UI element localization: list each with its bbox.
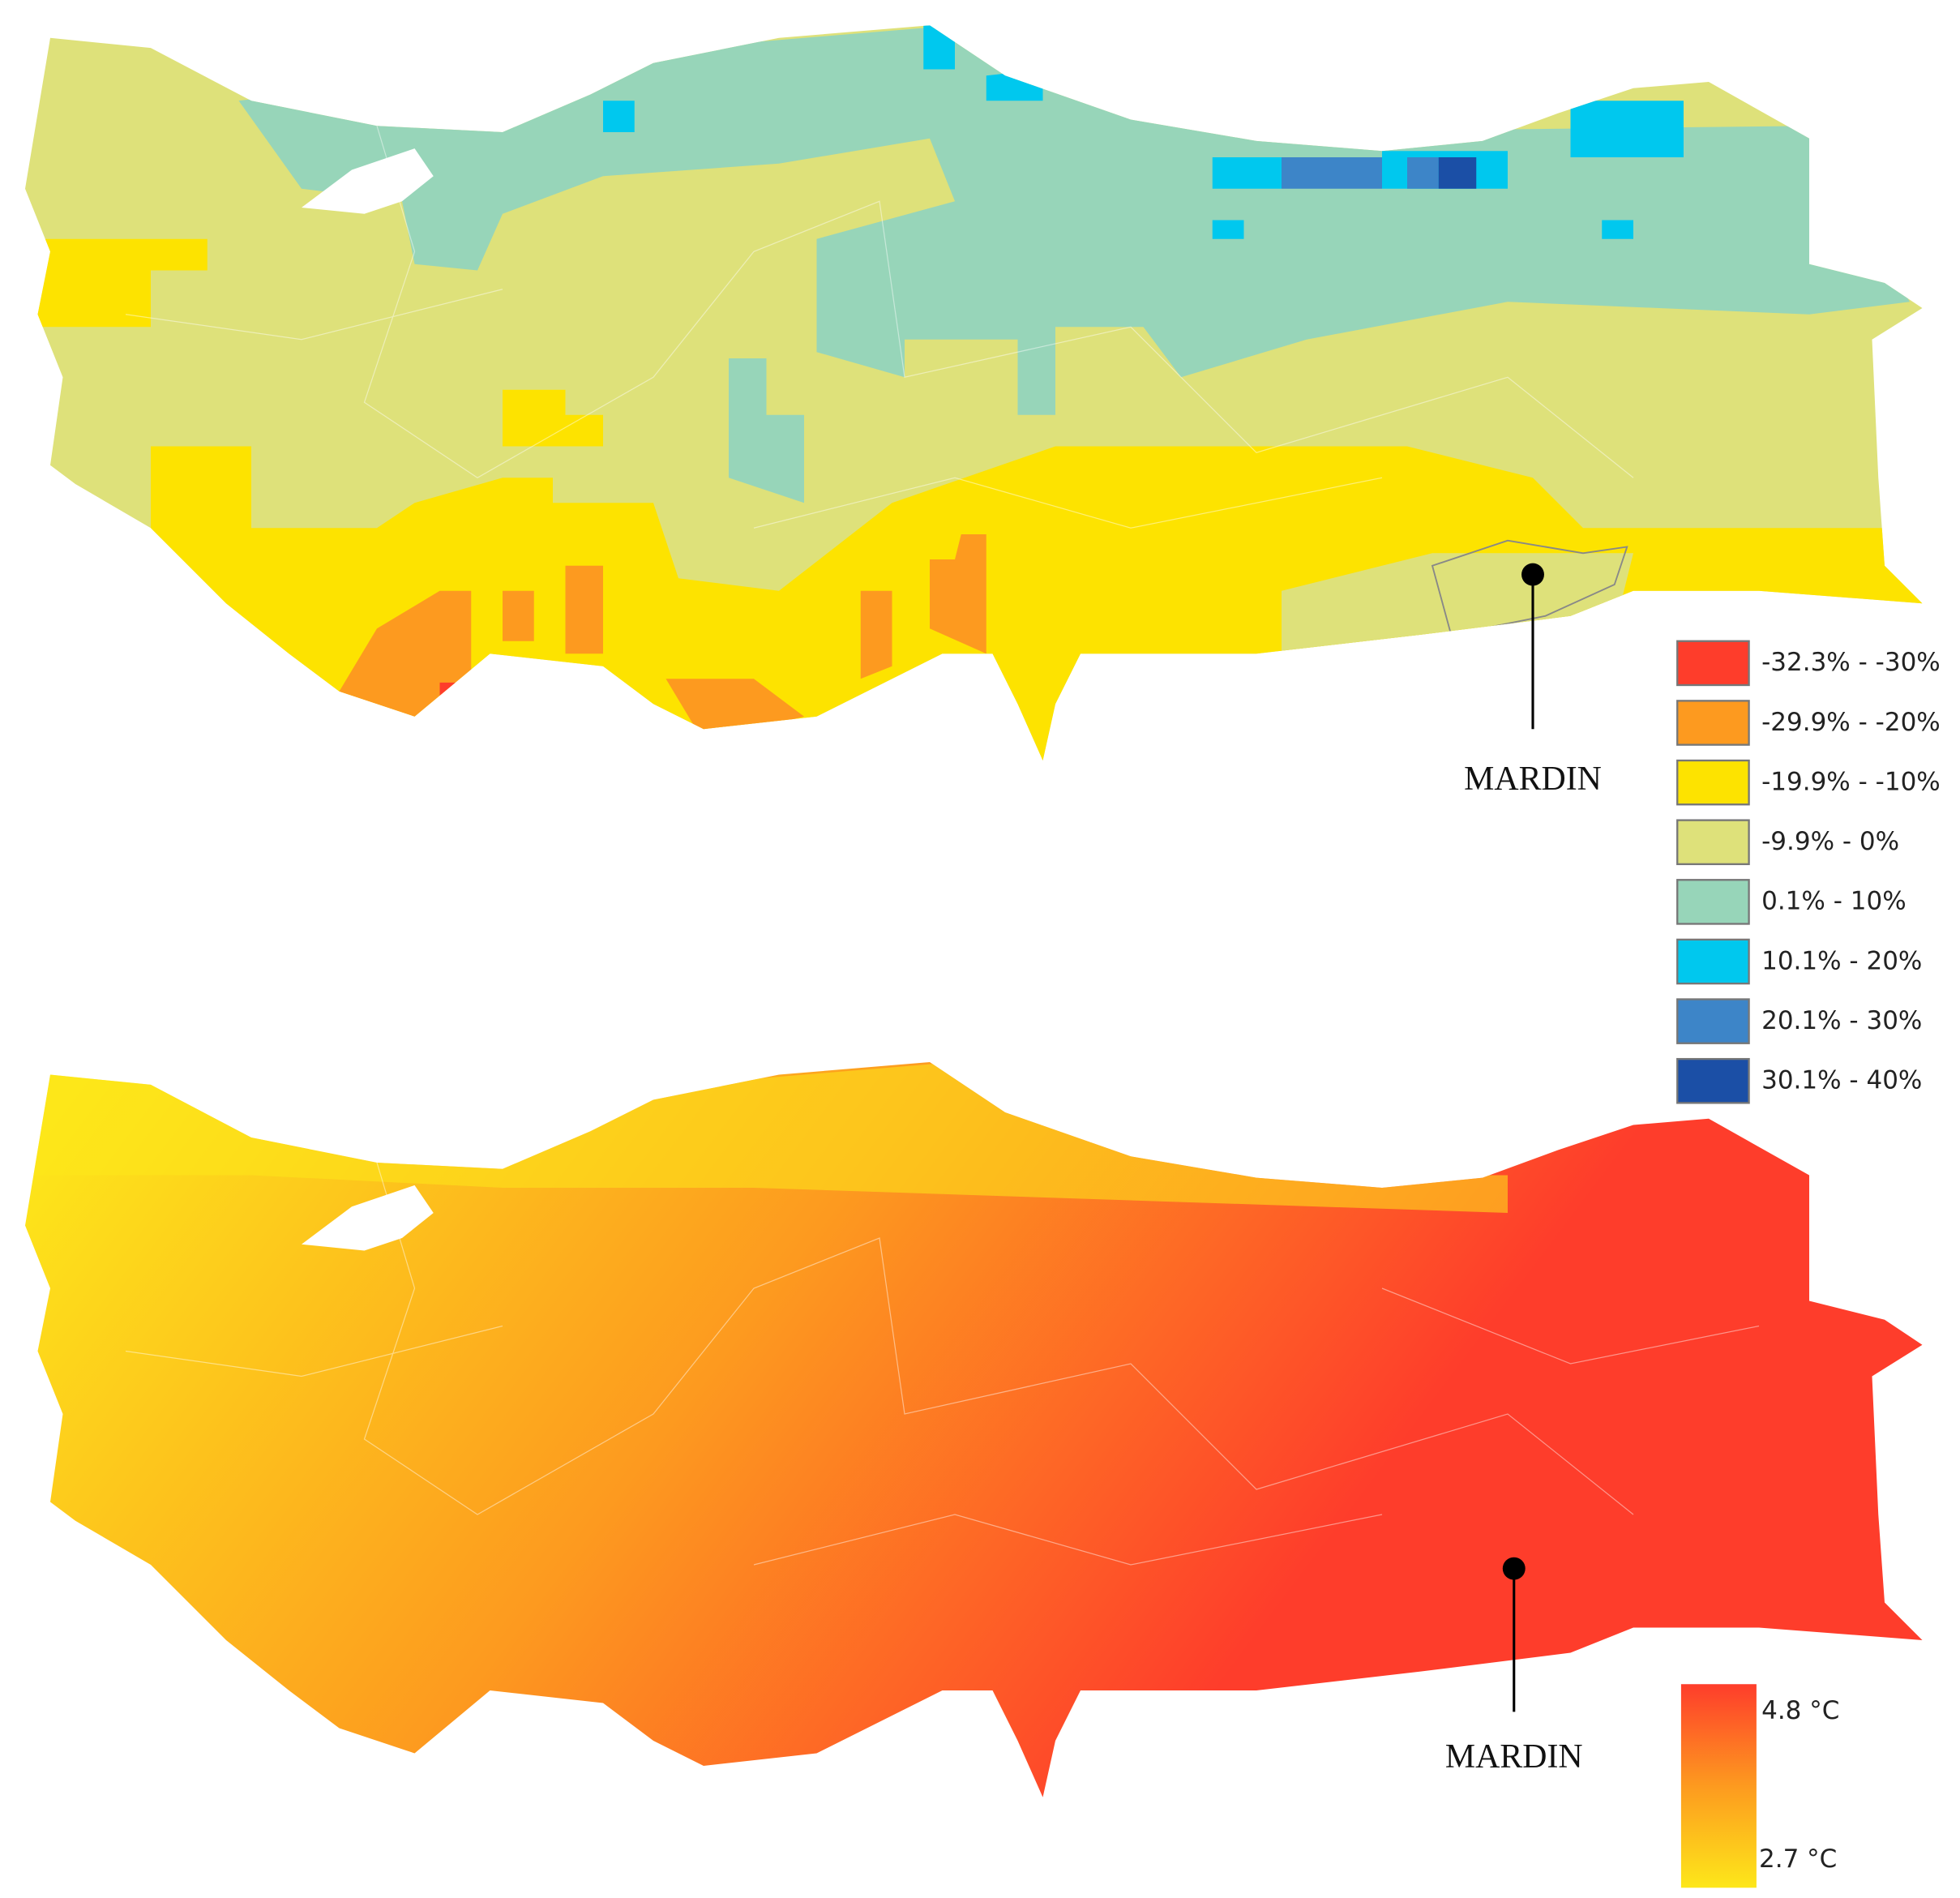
legend-swatch [1676,938,1750,985]
region [37,238,208,328]
legend-label: -29.9% - -20% [1761,708,1941,737]
marker-dot [1521,563,1544,586]
legend-swatch [1676,879,1750,925]
region [1438,157,1477,189]
region [339,590,472,730]
color-bar [1680,1684,1757,1888]
legend-swatch [1676,1057,1750,1104]
scale-low-label: 2.7 °C [1759,1844,1837,1874]
legend-label: -9.9% - 0% [1761,827,1899,856]
legend-swatch [1676,640,1750,687]
legend-label: 0.1% - 10% [1761,887,1907,916]
region [729,358,804,503]
province-borders [125,126,1634,529]
marker-dot [1502,1557,1526,1580]
marker-label: MARDIN [1464,760,1602,798]
region [1282,157,1439,189]
region [439,682,472,714]
marker-label: MARDIN [1445,1738,1583,1776]
legend-swatch [1676,700,1750,746]
color-scale: 4.8 °C 2.7 °C [1680,1684,1839,1888]
region [503,389,603,447]
legend-label: 20.1% - 30% [1761,1006,1922,1035]
precipitation-map [25,25,1923,760]
legend-swatch [1676,759,1750,806]
legend: -32.3% - -30% -29.9% - -20% -19.9% - -10% -… [1676,640,1941,1104]
region [238,25,1910,415]
scale-high-label: 4.8 °C [1761,1696,1839,1725]
marker-bottom: MARDIN [1445,1557,1583,1776]
legend-swatch [1676,998,1750,1044]
marker-top: MARDIN [1464,563,1602,798]
legend-label: 30.1% - 40% [1761,1066,1922,1095]
temperature-map [25,1062,1923,1797]
legend-swatch [1676,819,1750,866]
legend-label: -32.3% - -30% [1761,648,1941,677]
legend-label: -19.9% - -10% [1761,767,1941,796]
province-borders [125,1162,1760,1566]
region [503,534,986,742]
legend-label: 10.1% - 20% [1761,946,1922,975]
